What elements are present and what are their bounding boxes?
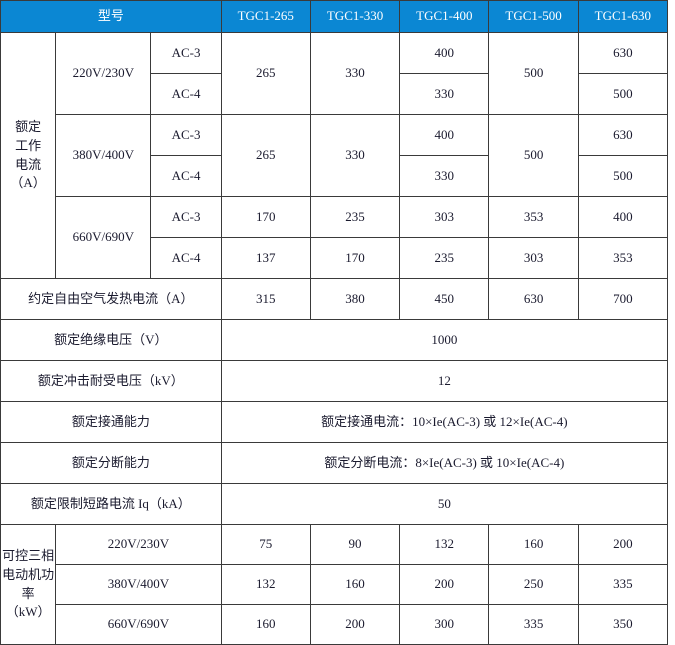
header-model-label: 型号 — [0, 0, 222, 33]
table-row: 额定 工作 电流 （A） 220V/230V AC-3 265 330 400 … — [0, 32, 669, 279]
header-product-0: TGC1-265 — [220, 0, 311, 33]
table-row: 额定绝缘电压（V） 1000 — [0, 319, 669, 361]
motor-power-220-col1: 90 — [309, 524, 401, 565]
current-660-ac3-col0: 170 — [220, 196, 311, 238]
spec-label-short-circuit-current: 额定限制短路电流 Iq（kA） — [0, 483, 222, 525]
current-220-ac3-col4: 630 — [577, 32, 669, 74]
duty-type-ac3: AC-3 — [150, 114, 222, 156]
current-660-ac4-col0: 137 — [220, 237, 311, 279]
header-product-4: TGC1-630 — [577, 0, 669, 33]
group-label-line-1: 工作 — [15, 137, 42, 153]
current-660-ac4-col3: 303 — [488, 237, 579, 279]
motor-label-line-0: 可控三相 — [2, 547, 55, 563]
rated-current-group-label: 额定 工作 电流 （A） — [0, 32, 57, 279]
breaking-capacity-value: 额定分断电流：8×Ie(AC-3) 或 10×Ie(AC-4) — [220, 442, 669, 484]
group-label-line-0: 额定 — [15, 118, 42, 134]
current-220-ac3-col2: 400 — [399, 32, 490, 74]
current-380-col0: 265 — [220, 114, 311, 197]
current-380-col1: 330 — [309, 114, 401, 197]
voltage-label-380: 380V/400V — [55, 114, 152, 197]
current-220-col3: 500 — [488, 32, 579, 115]
spec-label-thermal-current: 约定自由空气发热电流（A） — [0, 278, 222, 320]
table-row: AC-4 330 500 — [1, 155, 669, 197]
thermal-current-col0: 315 — [220, 278, 311, 320]
motor-power-220-col0: 75 — [220, 524, 311, 565]
motor-power-group-label: 可控三相 电动机功率 （kW） — [0, 524, 57, 645]
table-row: 380V/400V 132 160 200 250 335 — [1, 564, 669, 605]
motor-power-220-col2: 132 — [399, 524, 490, 565]
motor-label-line-2: （kW） — [5, 604, 51, 620]
group-label-line-2: 电流 — [15, 156, 42, 172]
spec-label-impulse-voltage: 额定冲击耐受电压（kV） — [0, 360, 222, 402]
current-380-ac4-col4: 500 — [577, 155, 669, 197]
motor-power-380-col1: 160 — [309, 564, 401, 605]
motor-power-380-col3: 250 — [488, 564, 579, 605]
table-row: 660V/690V 160 200 300 335 350 — [1, 604, 669, 645]
motor-power-220-col4: 200 — [577, 524, 669, 565]
spec-label-insulation-voltage: 额定绝缘电压（V） — [0, 319, 222, 361]
thermal-current-col3: 630 — [488, 278, 579, 320]
table-row: 额定冲击耐受电压（kV） 12 — [0, 360, 669, 402]
current-660-ac3-col1: 235 — [309, 196, 401, 238]
current-660-ac4-col2: 235 — [399, 237, 490, 279]
voltage-label-220: 220V/230V — [55, 32, 152, 115]
motor-voltage-label-220: 220V/230V — [55, 524, 222, 565]
thermal-current-col1: 380 — [309, 278, 401, 320]
motor-power-660-col0: 160 — [220, 604, 311, 645]
current-220-col0: 265 — [220, 32, 311, 115]
header-product-2: TGC1-400 — [399, 0, 490, 33]
table-row: 可控三相 电动机功率 （kW） 220V/230V 75 90 132 160 … — [0, 524, 669, 645]
current-220-col1: 330 — [309, 32, 401, 115]
motor-voltage-label-660: 660V/690V — [55, 604, 222, 645]
table-row: 660V/690V AC-3 170 235 303 353 400 — [1, 196, 669, 279]
duty-type-ac4: AC-4 — [150, 237, 222, 279]
duty-type-ac3: AC-3 — [150, 32, 222, 74]
table-row: AC-4 330 500 — [1, 73, 669, 115]
current-380-col3: 500 — [488, 114, 579, 197]
motor-power-660-col3: 335 — [488, 604, 579, 645]
motor-voltage-label-380: 380V/400V — [55, 564, 222, 605]
motor-power-380-col4: 335 — [577, 564, 669, 605]
spec-label-making-capacity: 额定接通能力 — [0, 401, 222, 443]
motor-power-380-col2: 200 — [399, 564, 490, 605]
table-row: 约定自由空气发热电流（A） 315 380 450 630 700 — [0, 278, 669, 320]
thermal-current-col4: 700 — [577, 278, 669, 320]
table-row: AC-4 137 170 235 303 353 — [1, 237, 669, 279]
duty-type-ac4: AC-4 — [150, 73, 222, 115]
duty-type-ac3: AC-3 — [150, 196, 222, 238]
current-660-ac3-col3: 353 — [488, 196, 579, 238]
motor-power-660-col2: 300 — [399, 604, 490, 645]
current-380-ac3-col4: 630 — [577, 114, 669, 156]
current-380-ac4-col2: 330 — [399, 155, 490, 197]
thermal-current-col2: 450 — [399, 278, 490, 320]
current-220-ac4-col4: 500 — [577, 73, 669, 115]
motor-power-220-col3: 160 — [488, 524, 579, 565]
impulse-voltage-value: 12 — [220, 360, 669, 402]
motor-power-660-col4: 350 — [577, 604, 669, 645]
duty-type-ac4: AC-4 — [150, 155, 222, 197]
header-product-1: TGC1-330 — [309, 0, 401, 33]
table-row: 额定限制短路电流 Iq（kA） 50 — [0, 483, 669, 525]
motor-power-380-col0: 132 — [220, 564, 311, 605]
current-660-ac4-col4: 353 — [577, 237, 669, 279]
table-header-row: 型号 TGC1-265 TGC1-330 TGC1-400 TGC1-500 T… — [0, 0, 669, 33]
spec-label-breaking-capacity: 额定分断能力 — [0, 442, 222, 484]
voltage-label-660: 660V/690V — [55, 196, 152, 279]
current-660-ac4-col1: 170 — [309, 237, 401, 279]
current-660-ac3-col4: 400 — [577, 196, 669, 238]
group-label-line-3: （A） — [10, 175, 46, 191]
short-circuit-current-value: 50 — [220, 483, 669, 525]
current-220-ac4-col2: 330 — [399, 73, 490, 115]
motor-label-line-1: 电动机功率 — [2, 566, 55, 601]
table-row: 额定分断能力 额定分断电流：8×Ie(AC-3) 或 10×Ie(AC-4) — [0, 442, 669, 484]
header-product-3: TGC1-500 — [488, 0, 579, 33]
current-660-ac3-col2: 303 — [399, 196, 490, 238]
making-capacity-value: 额定接通电流：10×Ie(AC-3) 或 12×Ie(AC-4) — [220, 401, 669, 443]
table-row: 380V/400V AC-3 265 330 400 500 630 — [1, 114, 669, 197]
motor-power-660-col1: 200 — [309, 604, 401, 645]
insulation-voltage-value: 1000 — [220, 319, 669, 361]
table-row: 额定接通能力 额定接通电流：10×Ie(AC-3) 或 12×Ie(AC-4) — [0, 401, 669, 443]
current-380-ac3-col2: 400 — [399, 114, 490, 156]
